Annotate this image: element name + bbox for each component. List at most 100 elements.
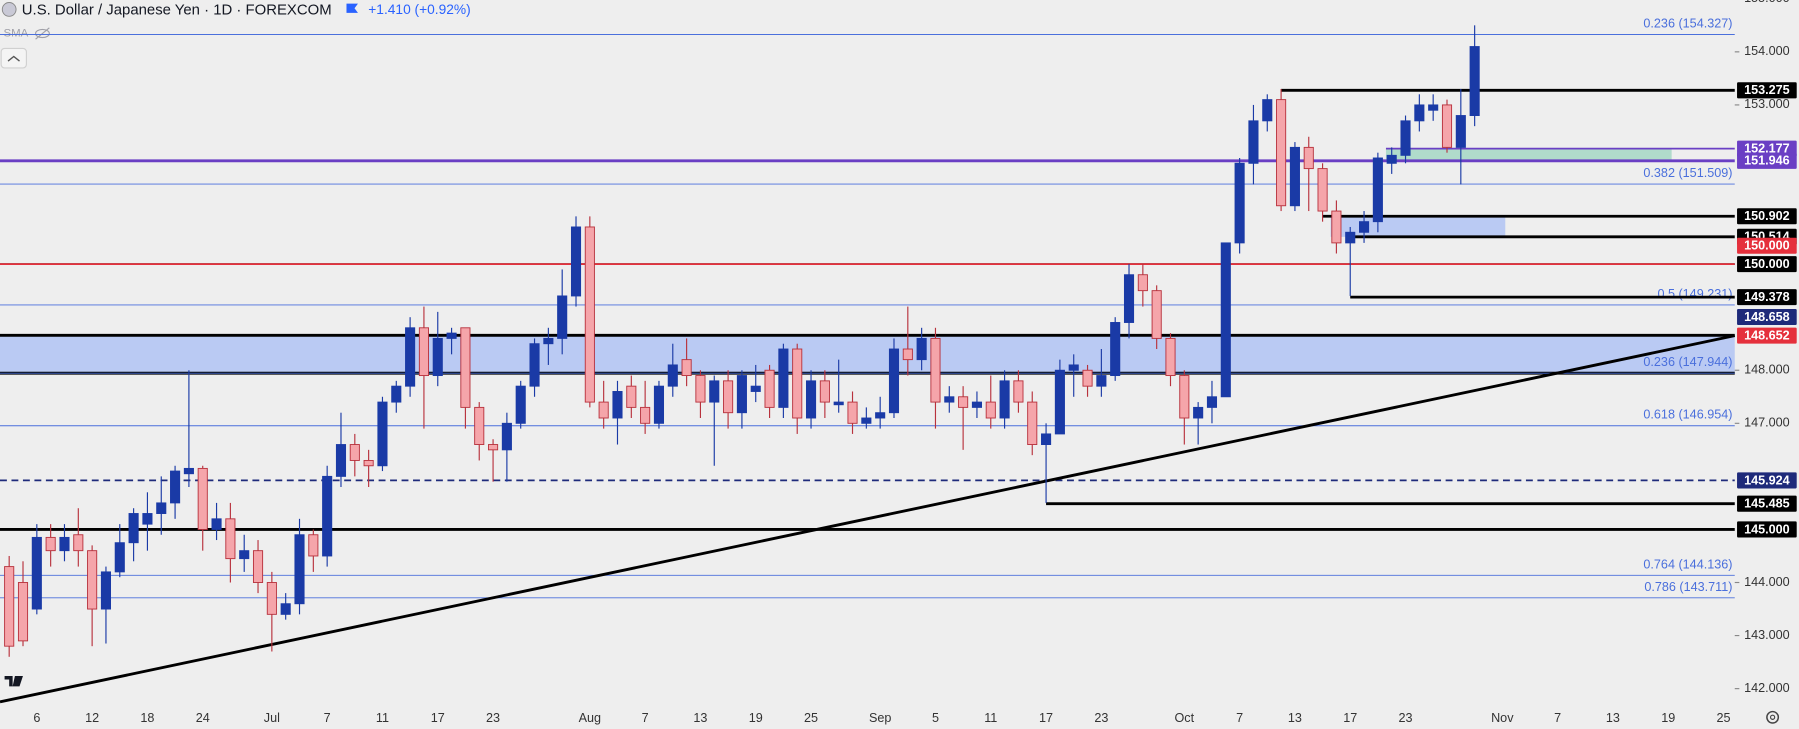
- candle-body: [322, 475, 333, 557]
- y-tick-label: 155.000: [1744, 0, 1790, 5]
- candle-body: [778, 348, 789, 408]
- x-tick-label: 19: [1661, 711, 1675, 725]
- x-tick-label: 17: [1039, 711, 1053, 725]
- candle-body: [1054, 369, 1065, 435]
- x-tick-label: 18: [140, 711, 154, 725]
- y-tick-label: 153.000: [1744, 97, 1790, 111]
- candle-body: [626, 385, 637, 408]
- level-label-box: [1737, 208, 1797, 225]
- candle-body: [45, 536, 56, 552]
- candle-body: [792, 348, 803, 419]
- candle-body: [1193, 406, 1204, 419]
- level-label: 150.902: [1744, 209, 1790, 223]
- x-tick-label: Nov: [1491, 711, 1514, 725]
- x-tick-label: 11: [376, 711, 389, 725]
- visibility-icon[interactable]: [34, 27, 50, 40]
- candle-body: [183, 467, 194, 475]
- level-label-box: [1737, 152, 1797, 169]
- level-label: 151.946: [1744, 154, 1790, 168]
- y-tick-label: 154.000: [1744, 44, 1790, 58]
- candle-body: [1359, 221, 1370, 233]
- candle-body: [418, 327, 429, 377]
- candle-body: [1455, 115, 1466, 148]
- candle-body: [1137, 274, 1148, 292]
- candle-body: [432, 337, 443, 377]
- candle-body: [958, 396, 969, 408]
- candle-body: [902, 348, 913, 361]
- indicator-label[interactable]: SMA: [3, 28, 28, 40]
- candle-body: [294, 534, 305, 605]
- candle-body: [764, 369, 775, 408]
- candle-body: [1068, 364, 1079, 371]
- candle-body: [1206, 396, 1218, 408]
- price-change: +1.410 (+0.92%): [368, 2, 470, 17]
- candle-body: [1262, 99, 1273, 122]
- candle-body: [695, 375, 706, 403]
- candle-body: [142, 513, 153, 525]
- candle-body: [391, 385, 402, 403]
- candle-body: [1110, 322, 1121, 377]
- candle-body: [971, 401, 982, 408]
- x-tick-label: 25: [804, 711, 818, 725]
- candle-body: [17, 582, 29, 642]
- candle-body: [488, 444, 499, 451]
- candle-body: [1289, 146, 1300, 207]
- candle-body: [750, 385, 761, 392]
- x-tick-label: 13: [1606, 711, 1620, 725]
- candle-body: [225, 518, 236, 560]
- level-label-box: [1737, 472, 1797, 489]
- candle-body: [1400, 120, 1411, 156]
- candle-body: [128, 513, 139, 544]
- collapse-button[interactable]: [0, 47, 27, 69]
- x-tick-label: 24: [196, 711, 210, 725]
- candle-body: [1013, 380, 1024, 403]
- candle-body: [446, 332, 457, 339]
- candle-body: [460, 327, 471, 408]
- candle-body: [1386, 154, 1397, 164]
- candle-body: [4, 566, 15, 647]
- x-tick-label: 25: [1716, 711, 1730, 725]
- x-tick-label: 13: [1288, 711, 1302, 725]
- candle-body: [73, 534, 84, 552]
- fib-label: 0.236 (154.327): [1643, 17, 1732, 31]
- candle-body: [1276, 99, 1287, 207]
- tv-logo[interactable]: [4, 675, 23, 687]
- flag-icon[interactable]: [346, 3, 358, 13]
- x-tick-label: 7: [324, 711, 331, 725]
- candle-body: [916, 337, 927, 361]
- candle-body: [930, 337, 941, 403]
- x-tick-label: Oct: [1175, 711, 1195, 725]
- candle-body: [529, 343, 540, 387]
- level-label: 153.275: [1744, 83, 1790, 97]
- plot-area: 0.236 (154.327) 0.382 (151.509) 0.5 (149.2…: [0, 17, 1736, 704]
- candle-body: [1248, 120, 1259, 164]
- trendline-label: 148.652: [1744, 329, 1790, 343]
- candle-body: [59, 536, 70, 552]
- x-tick-label: 7: [642, 711, 649, 725]
- zone: [1330, 216, 1506, 237]
- candle-body: [543, 337, 554, 345]
- candle-body: [681, 359, 692, 377]
- x-tick-label: 6: [33, 711, 40, 725]
- level-label-box: [1737, 521, 1797, 538]
- settings-icon[interactable]: [1766, 710, 1780, 724]
- fib-label: 0.786 (143.711): [1644, 580, 1732, 594]
- candle-body: [1220, 242, 1231, 398]
- candle-body: [501, 422, 512, 451]
- x-tick-label: 7: [1236, 711, 1243, 725]
- candle-body: [944, 396, 955, 403]
- level-label-box: [1737, 237, 1797, 254]
- y-tick-label: 144.000: [1744, 575, 1790, 589]
- collapse-icon: [7, 55, 20, 62]
- x-tick-label: Jul: [264, 711, 280, 725]
- candle-body: [1303, 146, 1314, 170]
- candle-body: [100, 571, 112, 610]
- level-label: 145.000: [1744, 522, 1790, 536]
- candle-body: [308, 534, 319, 557]
- level-label-box: [1737, 82, 1797, 99]
- candle-body: [252, 550, 264, 583]
- y-tick-label: 143.000: [1744, 628, 1790, 642]
- candle-body: [197, 467, 208, 530]
- candle-body: [653, 385, 665, 424]
